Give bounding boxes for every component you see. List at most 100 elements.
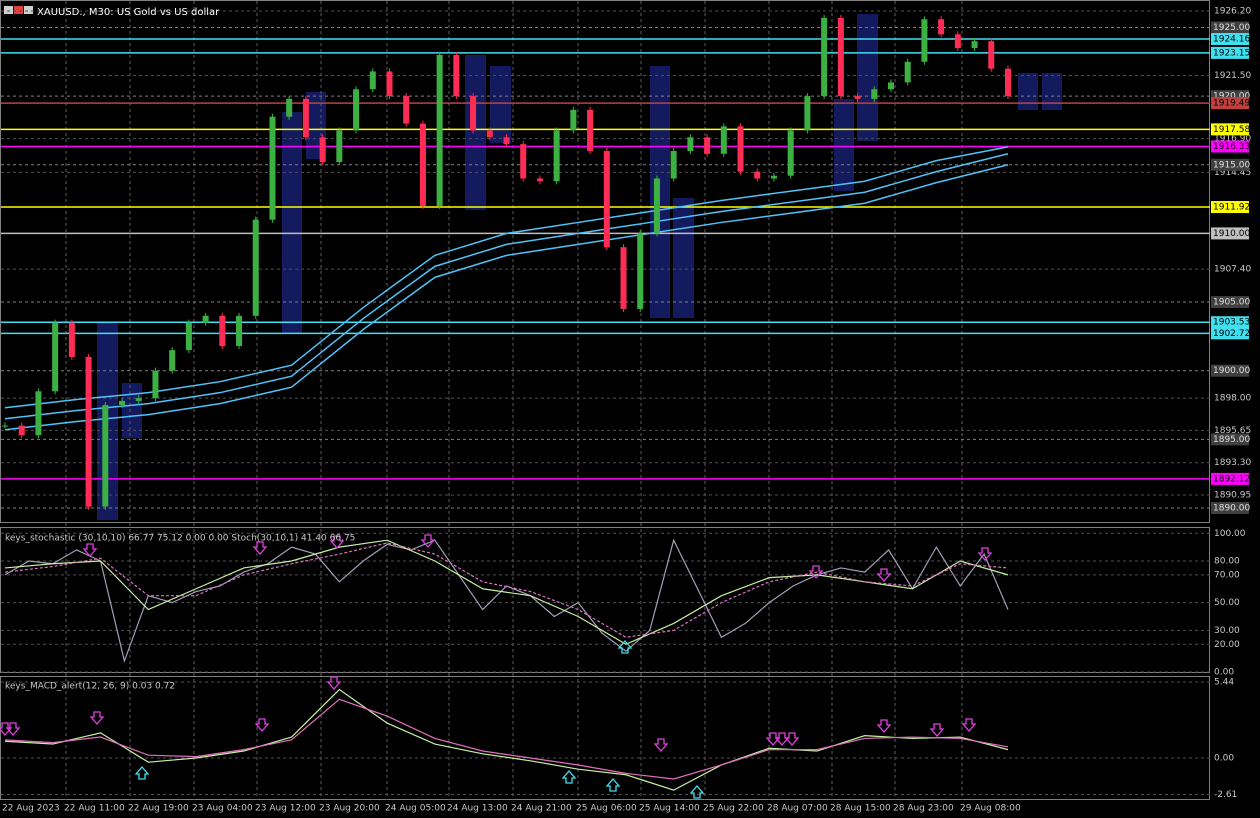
candle [737,126,744,172]
indicator-line [4,539,1009,645]
signal-arrow [420,534,436,548]
signal-arrow [784,732,800,746]
indicator-line [4,542,1009,638]
candle [252,219,259,316]
level-label: 1925.00 [1213,23,1250,33]
candle [837,17,844,97]
price-frame [0,0,1210,523]
level-label: 1919.49 [1213,99,1250,109]
zone [857,14,878,141]
indicator-tick-label: -2.61 [1214,790,1237,800]
signal-arrow [961,718,977,732]
candle [470,96,477,131]
candle [52,322,59,392]
signal-arrow [617,640,633,654]
level-box [1211,472,1249,485]
candle [854,96,861,99]
indicator-tick-label: 80.00 [1214,557,1240,567]
candle [336,130,343,163]
icon [14,6,23,14]
time-label: 25 Aug 06:00 [576,804,637,814]
time-label: 28 Aug 15:00 [830,804,891,814]
signal-arrow [254,718,270,732]
stoch-frame [0,527,1210,673]
time-label: 23 Aug 12:00 [255,804,316,814]
candle [202,315,209,323]
indicator-tick-label: 0.00 [1214,668,1234,678]
moving-average [4,146,1009,409]
level-box [1211,33,1249,46]
signal-arrow [774,732,790,746]
icon [24,6,33,14]
candle [787,130,794,176]
level-label: 1915.00 [1213,160,1250,170]
candle [319,137,326,163]
candle [386,71,393,97]
candle [85,356,92,507]
zone [465,55,486,210]
price-tick-label: 1898.00 [1214,394,1251,404]
indicator-line [4,698,1009,780]
moving-average [4,164,1009,431]
indicator-tick-label: 20.00 [1214,640,1240,650]
candle [938,19,945,35]
time-label: 25 Aug 22:00 [703,804,764,814]
indicator-tick-label: 30.00 [1214,626,1240,636]
price-tick-label: 1907.40 [1214,265,1251,275]
candle [921,19,928,62]
price-tick-label: 1916.90 [1214,134,1251,144]
level-label: 1917.58 [1213,125,1250,135]
candle [520,144,527,179]
time-label: 22 Aug 19:00 [128,804,189,814]
candle [68,322,75,357]
signal-arrow [689,785,705,799]
time-label: 23 Aug 20:00 [319,804,380,814]
candle [419,123,426,206]
level-label: 1920.00 [1213,92,1250,102]
signal-arrow [82,543,98,557]
time-label: 28 Aug 07:00 [767,804,828,814]
level-box [1211,21,1249,34]
indicator-tick-label: 5.44 [1214,678,1234,688]
level-box [1211,201,1249,214]
signal-arrow [808,565,824,579]
indicator-line [4,538,1009,663]
candle [704,137,711,154]
signal-arrow [329,535,345,549]
signal-arrow [252,541,268,555]
level-box [1211,502,1249,514]
candle [670,151,677,179]
stoch-label: keys_stochastic (30,10,10) 66.77 75.12 0… [5,534,355,544]
price-tick-label: 1926.20 [1214,7,1251,17]
indicator-tick-label: 100.00 [1214,529,1246,539]
frames [0,0,1210,800]
signal-arrow [605,778,621,792]
macd-label: keys_MACD_alert(12, 26, 9) 0.03 0.72 [5,682,175,692]
candle [687,137,694,152]
signal-arrow [561,770,577,784]
signal-arrow [977,547,993,561]
candle [821,17,828,97]
level-label: 1895.00 [1213,435,1250,445]
zone [1042,73,1062,110]
candle [135,398,142,401]
signal-arrow [929,723,945,737]
toolbar-icon[interactable] [4,6,33,14]
candle [603,151,610,248]
candle [587,109,594,152]
candle [18,425,25,436]
candle [804,96,811,131]
icon [4,6,13,14]
candle [219,315,226,346]
signal-arrow [134,766,150,780]
zone [282,112,302,334]
candle [236,315,243,346]
level-label: 1905.00 [1213,298,1250,308]
indicator-tick-label: 0.00 [1214,754,1234,764]
candle [269,116,276,220]
level-box [1211,227,1249,240]
time-label: 24 Aug 13:00 [447,804,508,814]
level-label: 1923.15 [1213,48,1250,58]
time-label: 22 Aug 11:00 [64,804,125,814]
candle [35,391,42,436]
